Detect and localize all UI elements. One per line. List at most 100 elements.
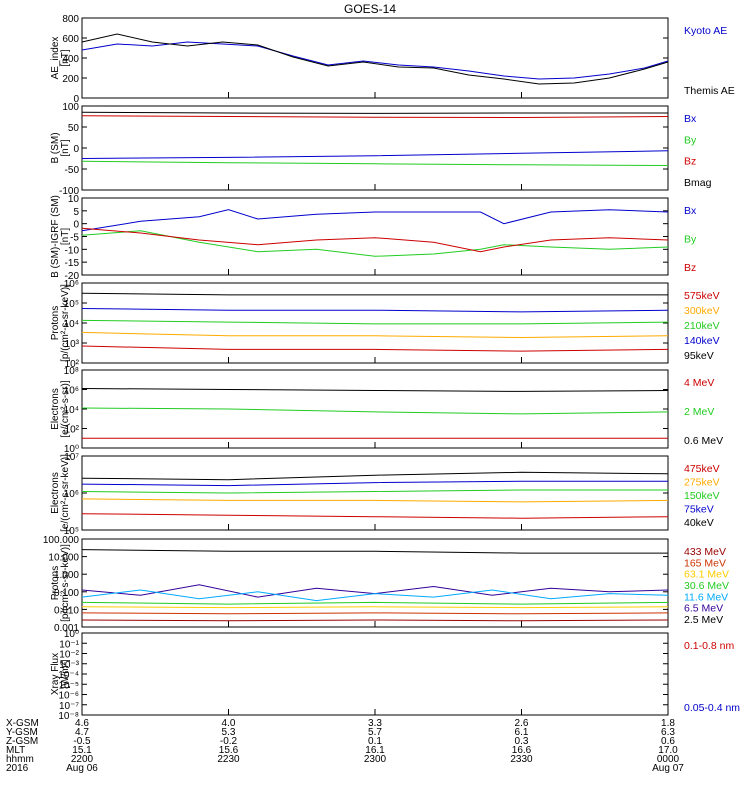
footer-cell: 0.1 [368,736,382,747]
series-line-bx [81,150,669,159]
y-tick-label: 0.100 [54,588,79,599]
legend-label: Bx [684,113,697,125]
legend-label: 475keV [684,463,720,475]
y-tick-label: 0 [73,94,79,105]
y-tick-label: 10⁶ [64,489,79,500]
legend-label: 0.1-0.8 nm [684,640,734,652]
footer-cell: 0.6 [661,736,675,747]
footer-row-label: Y-GSM [6,727,38,738]
footer-cell: 1.8 [661,718,675,729]
y-tick-label: 10 [68,194,80,205]
footer-cell: Aug 07 [652,763,684,774]
panel-frame [81,632,669,716]
footer-cell: 4.0 [222,718,236,729]
footer-row-label: hhmm [6,754,34,765]
series-line-2.5-mev [81,549,668,554]
footer-cell: 4.6 [75,718,89,729]
footer-cell: -0.2 [220,736,238,747]
y-tick-label: 0.010 [54,605,79,616]
footer-cell: 15.1 [72,745,92,756]
footer-cell: 4.7 [75,727,89,738]
chart-title: GOES-14 [344,2,396,16]
legend-label: 433 MeV [684,546,726,558]
y-tick-label: -15 [65,258,80,269]
legend-label: 0.6 MeV [684,435,723,447]
series-line-bz [81,115,669,119]
legend-label: 2.5 MeV [684,614,723,626]
legend-label: 11.6 MeV [684,591,728,603]
series-line-165-mev [81,612,669,615]
y-tick-label: 10⁶ [64,279,79,290]
footer-cell: 0.3 [515,736,529,747]
y-tick-label: 10⁻⁵ [58,680,79,691]
series-line-by [81,230,669,257]
series-line-0.6-mev [81,388,669,392]
y-tick-label: 800 [62,14,79,25]
legend-label: 0.05-0.4 nm [684,702,740,714]
y-tick-label: -50 [65,165,80,176]
series-line-475kev [81,513,669,519]
legend-label: 165 MeV [684,557,726,569]
series-line-140kev [81,308,669,313]
series-line-575kev [81,345,669,352]
legend-label: Bx [684,205,697,217]
footer-cell: 17.0 [658,745,678,756]
legend-label: Bz [684,262,696,274]
y-tick-label: 10⁵ [64,526,79,537]
footer-cell: 5.3 [222,727,236,738]
y-tick-label: 10⁷ [64,452,79,463]
y-tick-label: -20 [65,271,80,282]
footer-cell: 0000 [657,754,680,765]
y-tick-label: -100 [59,186,79,197]
y-tick-label: 10⁴ [64,319,79,330]
y-tick-label: 100 [62,102,79,113]
legend-label: 95keV [684,350,714,362]
series-line-by [81,160,669,166]
footer-cell: 6.3 [661,727,675,738]
legend-label: 210keV [684,320,720,332]
legend-label: Kyoto AE [684,25,727,37]
panel-1: 800 600 400 200 0 AE_index[nT] Kyoto AE Themis … [50,14,735,105]
series-line-95kev [81,292,668,296]
y-tick-label: 1.000 [54,570,79,581]
y-axis-label: Electrons[e/(cm²-s-sr-keV)] [50,454,71,532]
legend-label: 40keV [684,517,714,529]
legend-label: 75keV [684,504,714,516]
series-line-6.5-mev [81,584,669,598]
panel-frame [81,455,669,531]
y-tick-label: 10⁻⁷ [59,701,79,712]
series-line-75kev [81,480,668,487]
y-axis-label: Protons[p/(cm²-s-sr-keV)] [50,284,71,362]
y-tick-label: 10⁻⁶ [58,691,79,702]
legend-label: Bmag [684,177,712,189]
y-tick-label: 10⁻⁸ [58,711,79,722]
y-tick-label: 400 [62,54,79,65]
footer-cell: -0.5 [73,736,91,747]
y-tick-label: 10⁰ [64,629,79,640]
series-line-2-mev [81,407,669,415]
footer-row-label: MLT [6,745,25,756]
y-tick-label: 50 [68,123,80,134]
panels: 800 600 400 200 0 AE_index[nT] Kyoto AE Themis … [43,14,740,722]
panel-frame [81,105,669,191]
panel-2: 100 50 0 -50 -100 B (SM)[nT] Bx By Bz Bmag [50,102,712,197]
y-tick-label: 10⁸ [64,366,79,377]
panel-4: 10⁶ 10⁵ 10⁴ 10³ 10²Protons[p/(cm²-s-sr-keV)]… [50,279,720,370]
y-tick-label: 600 [62,34,79,45]
series-line-433-mev [81,619,669,622]
footer-row-label: 2016 [6,763,29,774]
footer-cell: 2230 [217,754,240,765]
series-line-150kev [81,489,668,494]
y-tick-label: 10⁶ [64,386,79,397]
footer-cell: 16.1 [365,745,385,756]
legend-label: 30.6 MeV [684,580,729,592]
panel-7: 100.000 10.000 1.000 0.100 0.010 0.001Protons… [43,535,729,634]
footer-cell: 2300 [364,754,387,765]
legend-label: 300keV [684,305,720,317]
y-axis-label: AE_index[nT] [50,37,71,80]
footer-row-label: Z-GSM [6,736,38,747]
legend-label: 4 MeV [684,377,714,389]
